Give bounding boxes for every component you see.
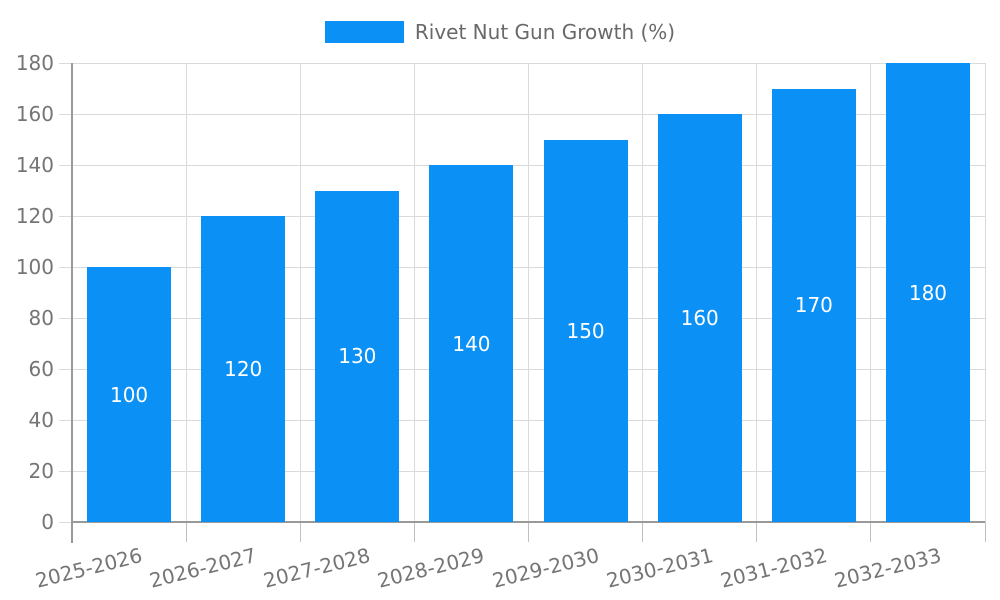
x-gridline [413,63,415,522]
bar-value-label: 150 [566,318,605,343]
y-axis-tick-label: 80 [28,306,54,330]
bar-value-label: 140 [452,331,491,356]
y-axis-tick [59,113,72,115]
y-axis-tick-label: 180 [15,51,54,75]
bar-value-label: 130 [338,344,377,369]
y-axis-tick-label: 40 [28,408,54,432]
legend-label: Rivet Nut Gun Growth (%) [414,20,676,44]
x-axis-tick [413,522,415,542]
x-gridline [984,63,986,522]
y-axis-tick [59,266,72,268]
x-axis-tick [756,522,758,542]
y-axis-tick [59,521,72,523]
x-gridline [870,63,872,522]
bar-value-label: 170 [794,293,833,318]
y-axis-line [71,63,73,543]
bar-2032-2033[interactable] [885,63,970,522]
bar-2029-2030[interactable] [543,139,628,522]
bar-2025-2026[interactable] [87,267,172,522]
x-axis-line [72,521,985,523]
bar-2028-2029[interactable] [429,165,514,522]
bar-value-label: 100 [109,382,149,407]
y-axis-tick [59,317,72,319]
x-axis-tick [642,522,644,542]
y-axis-tick [59,470,72,472]
bar-value-label: 160 [680,306,719,330]
y-axis-tick [59,62,72,64]
chart-legend: Rivet Nut Gun Growth (%) [0,20,1000,44]
bar-2031-2032[interactable] [771,88,856,522]
x-axis-tick [185,522,187,542]
y-axis-tick-label: 100 [15,255,54,279]
x-axis-tick [870,522,872,542]
y-axis-tick [59,368,72,370]
x-axis-tick [984,522,986,542]
x-axis-tick [528,522,529,542]
y-axis-tick-label: 120 [15,204,54,228]
y-axis-tick [59,419,72,421]
y-axis-tick [59,164,72,166]
legend-swatch [324,21,404,43]
x-gridline [642,63,644,522]
bar-2026-2027[interactable] [201,216,286,522]
bar-value-label: 180 [908,280,948,305]
x-axis-tick [299,522,301,542]
x-gridline [528,63,529,522]
x-gridline [756,63,758,522]
y-axis-tick-label: 20 [28,459,54,483]
y-axis-tick-label: 160 [15,102,54,126]
y-axis-tick-label: 140 [15,153,54,177]
bar-2030-2031[interactable] [657,114,742,522]
x-gridline [299,63,301,522]
y-axis-tick-label: 60 [28,357,54,381]
bar-2027-2028[interactable] [315,190,400,522]
y-axis-tick [59,215,72,217]
legend-item-rivet-nut-gun-growth[interactable]: Rivet Nut Gun Growth (%) [324,20,676,44]
y-axis-tick-label: 0 [41,510,54,534]
bar-value-label: 120 [224,357,263,381]
x-gridline [185,63,187,522]
